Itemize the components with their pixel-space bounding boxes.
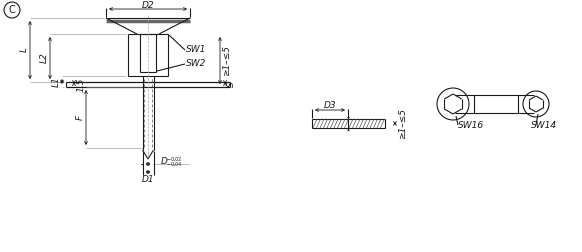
- Text: SW16: SW16: [458, 121, 484, 131]
- Text: L2: L2: [40, 53, 48, 63]
- Text: SW14: SW14: [531, 121, 557, 131]
- Text: C: C: [9, 5, 15, 15]
- Text: S: S: [226, 82, 236, 87]
- Text: $^{-0{,}02}_{-0{,}04}$: $^{-0{,}02}_{-0{,}04}$: [166, 156, 183, 169]
- Text: F: F: [76, 115, 84, 120]
- Text: D2: D2: [141, 2, 154, 11]
- Text: ≥1–≤5: ≥1–≤5: [399, 108, 407, 139]
- Text: D3: D3: [324, 101, 336, 110]
- Text: 1,5: 1,5: [76, 77, 86, 92]
- Text: D: D: [161, 158, 168, 167]
- Text: D1: D1: [141, 174, 154, 183]
- Text: SW2: SW2: [186, 59, 207, 69]
- Text: SW1: SW1: [186, 46, 207, 54]
- Text: L: L: [20, 47, 29, 52]
- Text: ≥1–≤5: ≥1–≤5: [222, 45, 232, 76]
- Text: L1: L1: [51, 76, 61, 87]
